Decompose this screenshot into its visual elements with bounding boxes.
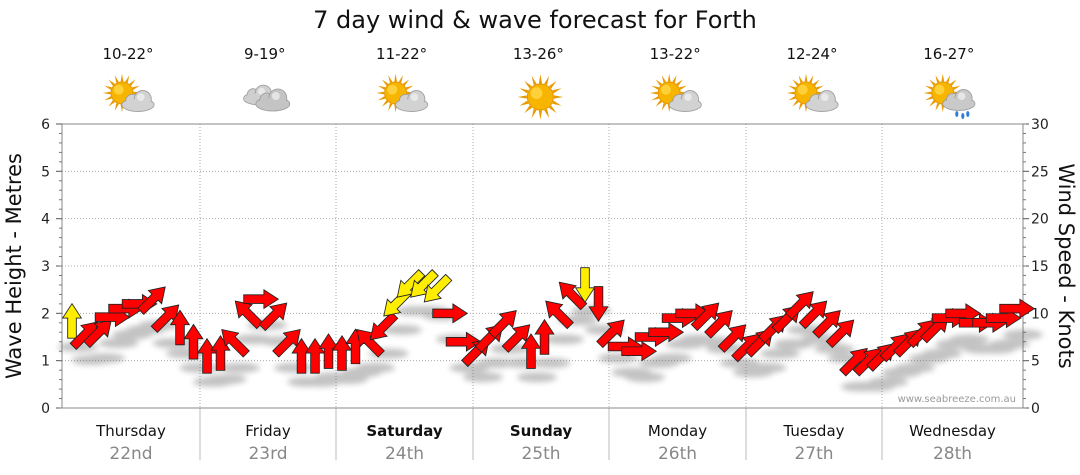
wind-arrow <box>291 337 312 374</box>
temperature-range: 16-27° <box>923 45 974 63</box>
cloud-icon <box>942 89 976 111</box>
wind-arrow <box>61 302 83 339</box>
temperature-range: 10-22° <box>102 45 153 63</box>
wind-arrow <box>410 269 439 298</box>
wind-arrow <box>717 324 747 353</box>
wind-arrow <box>83 319 112 349</box>
day-label: Wednesday <box>909 422 996 440</box>
y-left-tick-label: 3 <box>41 259 50 275</box>
wind-arrow <box>196 337 218 374</box>
cloud-icon <box>255 88 291 112</box>
wind-arrow <box>243 288 280 310</box>
day-label: Thursday <box>95 422 166 440</box>
y-left-tick-label: 4 <box>41 212 50 228</box>
wind-arrow <box>785 291 814 320</box>
date-label: 22nd <box>109 444 152 464</box>
cloud-icon <box>243 84 275 106</box>
sun-icon <box>517 74 564 120</box>
wind-arrow <box>704 310 733 339</box>
wind-arrow <box>520 333 542 369</box>
wind-arrow <box>588 286 609 322</box>
y-axis-left-label: Wave Height - Metres <box>2 153 26 379</box>
wind-arrow <box>545 300 574 330</box>
wind-arrow <box>648 322 685 343</box>
y-left-tick-label: 1 <box>41 354 50 370</box>
y-right-tick-label: 10 <box>1031 306 1049 322</box>
watermark: www.seabreeze.com.au <box>898 394 1016 405</box>
y-right-tick-label: 30 <box>1031 117 1049 133</box>
date-label: 27th <box>794 444 833 464</box>
date-label: 28th <box>933 444 972 464</box>
y-left-tick-label: 6 <box>41 117 50 133</box>
temperature-range: 13-22° <box>650 45 701 63</box>
arrow-shadows <box>58 305 1043 392</box>
wind-arrow <box>690 302 720 332</box>
wind-arrow <box>839 347 868 377</box>
sun-icon <box>786 73 826 113</box>
wind-arrow <box>825 319 855 349</box>
wind-arrow <box>258 302 288 332</box>
wind-arrow <box>501 324 531 353</box>
y-left-tick-label: 2 <box>41 306 50 322</box>
y-left-tick-label: 5 <box>41 164 50 180</box>
day-label: Saturday <box>366 422 443 440</box>
wind-arrow <box>445 331 482 352</box>
cloud-icon <box>805 90 839 112</box>
wind-arrow <box>169 309 191 346</box>
wind-arrow <box>945 303 982 324</box>
wind-arrow <box>318 333 339 369</box>
wind-arrow <box>356 328 385 358</box>
date-label: 24th <box>385 444 424 464</box>
cloud-icon <box>121 90 155 112</box>
wind-arrow <box>183 323 204 360</box>
day-label: Friday <box>245 422 291 440</box>
temperature-range: 9-19° <box>244 45 286 63</box>
temperature-range: 11-22° <box>376 45 427 63</box>
wind-arrow <box>488 310 517 339</box>
wind-arrow <box>423 273 453 303</box>
date-label: 25th <box>521 444 560 464</box>
temperature-range: 12-24° <box>786 45 837 63</box>
cloud-icon <box>668 90 702 112</box>
wind-arrow <box>534 318 555 355</box>
y-left-tick-label: 0 <box>41 401 50 417</box>
day-label: Tuesday <box>782 422 844 440</box>
wind-arrow <box>396 269 426 298</box>
y-right-tick-label: 25 <box>1031 164 1049 180</box>
date-label: 23rd <box>248 444 287 464</box>
wind-arrow <box>812 310 841 339</box>
chart-title: 7 day wind & wave forecast for Forth <box>313 6 757 34</box>
wind-arrow <box>432 303 469 324</box>
rain-drops-icon <box>955 111 970 119</box>
y-right-tick-label: 20 <box>1031 212 1049 228</box>
wind-arrow <box>150 304 180 334</box>
wind-arrow <box>574 267 596 304</box>
wind-arrow <box>272 328 301 358</box>
date-label: 26th <box>658 444 697 464</box>
y-axis-right-label: Wind Speed - Knots <box>1054 163 1078 368</box>
wind-arrow <box>798 300 828 330</box>
wind-arrow <box>596 319 625 349</box>
temperature-range: 13-26° <box>513 45 564 63</box>
day-label: Monday <box>648 422 707 440</box>
y-right-tick-label: 0 <box>1031 401 1040 417</box>
y-right-tick-label: 15 <box>1031 259 1049 275</box>
wind-arrow <box>999 298 1036 319</box>
wind-arrow <box>621 341 658 362</box>
cloud-icon <box>395 90 429 112</box>
wind-arrow <box>221 328 250 358</box>
day-label: Sunday <box>510 422 573 440</box>
y-right-tick-label: 5 <box>1031 354 1040 370</box>
wind-arrow <box>137 286 166 316</box>
